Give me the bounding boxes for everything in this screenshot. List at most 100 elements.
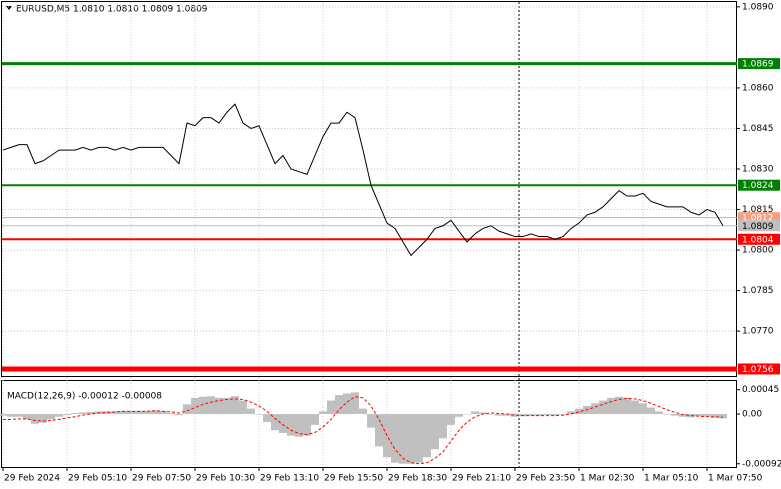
macd-bar <box>223 397 231 415</box>
macd-bar <box>431 414 439 450</box>
macd-bar <box>279 414 287 433</box>
macd-bar <box>463 414 471 415</box>
level-tag <box>738 179 780 191</box>
level-label: 1.0809 <box>742 222 774 232</box>
macd-bar <box>679 414 687 417</box>
macd-bar <box>15 414 23 417</box>
macd-bar <box>311 414 319 425</box>
macd-bar <box>519 414 527 417</box>
macd-bar <box>591 403 599 415</box>
macd-bar <box>31 414 39 424</box>
y-tick-label: 1.0890 <box>742 2 774 12</box>
macd-bar <box>39 414 47 423</box>
y-tick-label: 1.0830 <box>742 165 774 175</box>
macd-bar <box>423 414 431 458</box>
macd-bar <box>615 396 623 415</box>
macd-bar <box>495 414 503 416</box>
level-label: 1.0869 <box>742 60 774 70</box>
y-tick-label: 1.0800 <box>742 246 774 256</box>
macd-bar <box>335 395 343 415</box>
macd-bar <box>663 414 671 415</box>
signal-line <box>3 396 724 465</box>
macd-bar <box>175 414 183 416</box>
macd-bar <box>415 414 423 463</box>
macd-bar <box>111 411 119 415</box>
x-tick-label: 29 Feb 18:30 <box>388 474 447 484</box>
macd-bar <box>239 400 247 415</box>
y-tick-label: 1.0770 <box>742 327 774 337</box>
level-label: 1.0756 <box>742 365 774 375</box>
macd-bar <box>487 414 495 415</box>
macd-bar <box>543 414 551 416</box>
macd-bar <box>71 412 79 415</box>
macd-bar <box>23 414 31 420</box>
macd-bar <box>247 408 255 415</box>
macd-bar <box>207 396 215 415</box>
macd-bar <box>375 414 383 447</box>
x-tick-label: 1 Mar 02:30 <box>580 474 635 484</box>
macd-bar <box>215 397 223 415</box>
macd-bar <box>87 411 95 415</box>
y-tick-label: 1.0815 <box>742 205 774 215</box>
macd-bar <box>167 412 175 415</box>
macd-bar <box>639 403 647 415</box>
y-tick-label: 1.0785 <box>742 286 774 296</box>
macd-bar <box>607 397 615 415</box>
x-tick-label: 29 Feb 07:50 <box>132 474 191 484</box>
macd-bar <box>407 414 415 464</box>
macd-bar <box>647 407 655 415</box>
menu-arrow <box>6 6 12 10</box>
macd-bar <box>367 414 375 428</box>
y-tick-label: 0.00045 <box>742 385 779 395</box>
macd-bar <box>255 414 263 415</box>
y-tick-label: 1.0860 <box>742 83 774 93</box>
x-tick-label: 29 Feb 10:30 <box>196 474 255 484</box>
macd-bar <box>135 410 143 415</box>
macd-bar <box>511 414 519 417</box>
macd-panel <box>1 380 737 468</box>
macd-bar <box>263 414 271 423</box>
macd-bar <box>47 414 55 420</box>
macd-bar <box>55 414 63 417</box>
macd-bar <box>343 393 351 415</box>
macd-bar <box>303 414 311 436</box>
macd-bar <box>503 414 511 416</box>
macd-bar <box>455 414 463 417</box>
macd-bar <box>551 414 559 416</box>
x-tick-label: 29 Feb 15:50 <box>324 474 383 484</box>
macd-bar <box>127 410 135 415</box>
level-label: 1.0824 <box>742 181 774 191</box>
level-tag <box>738 220 780 232</box>
macd-bar <box>631 400 639 415</box>
macd-bar <box>79 412 87 415</box>
macd-bar <box>399 414 407 464</box>
x-tick-label: 29 Feb 2024 <box>4 474 60 484</box>
macd-bar <box>527 414 535 416</box>
macd-bar <box>479 412 487 415</box>
macd-title: MACD(12,26,9) -0.00012 -0.00008 <box>7 392 162 402</box>
macd-bar <box>447 414 455 425</box>
macd-bar <box>559 414 567 415</box>
macd-bar <box>159 410 167 415</box>
macd-bar <box>655 411 663 415</box>
macd-bar <box>143 410 151 415</box>
macd-bar <box>319 411 327 415</box>
macd-bar <box>271 414 279 431</box>
macd-bar <box>671 414 679 416</box>
macd-bar <box>623 397 631 415</box>
level-label: 1.0812 <box>742 214 774 224</box>
macd-bar <box>567 411 575 415</box>
macd-bar <box>183 404 191 415</box>
macd-bar <box>327 400 335 415</box>
chart-title: EURUSD,M5 1.0810 1.0810 1.0809 1.0809 <box>16 5 208 15</box>
macd-bar <box>191 397 199 415</box>
x-tick-label: 1 Mar 05:10 <box>644 474 699 484</box>
macd-bar <box>103 411 111 415</box>
x-tick-label: 29 Feb 21:10 <box>452 474 511 484</box>
level-tag <box>738 58 780 70</box>
level-tag <box>738 212 780 224</box>
macd-bar <box>231 396 239 415</box>
macd-bar <box>711 414 719 418</box>
